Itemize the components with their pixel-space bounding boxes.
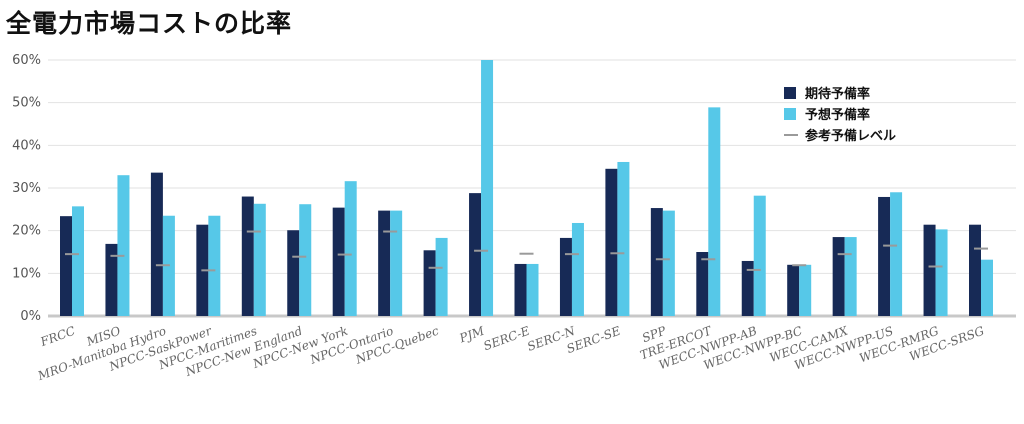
bar-expected-reserve (150, 172, 163, 316)
bar-forecast-reserve (708, 107, 721, 316)
legend-label: 参考予備レベル (805, 128, 896, 144)
bar-expected-reserve (832, 237, 845, 316)
bar-expected-reserve (923, 224, 936, 316)
bar-forecast-reserve (981, 259, 993, 316)
bar-forecast-reserve (571, 222, 584, 316)
bar-forecast-reserve (753, 195, 766, 316)
bar-forecast-reserve (435, 237, 448, 316)
bar-forecast-reserve (526, 263, 539, 316)
bar-expected-reserve (423, 250, 436, 316)
legend-swatch (784, 108, 796, 120)
y-tick-label: 10% (12, 266, 41, 281)
bar-expected-reserve (696, 252, 709, 316)
bar-forecast-reserve (799, 264, 812, 316)
bar-expected-reserve (60, 216, 72, 316)
chart-title: 全電力市場コストの比率 (6, 9, 293, 38)
legend-swatch (784, 87, 796, 99)
bar-expected-reserve (241, 196, 254, 316)
bar-expected-reserve (878, 196, 891, 316)
bar-expected-reserve (514, 263, 527, 316)
bar-expected-reserve (105, 243, 118, 316)
bar-expected-reserve (969, 224, 981, 316)
bar-expected-reserve (332, 207, 345, 316)
y-tick-label: 50% (12, 96, 41, 111)
bar-forecast-reserve (890, 192, 903, 316)
bar-forecast-reserve (117, 175, 130, 316)
bar-expected-reserve (559, 237, 572, 316)
bar-forecast-reserve (72, 206, 84, 316)
bar-expected-reserve (287, 230, 300, 316)
x-tick-label: FRCC (38, 324, 77, 350)
bar-expected-reserve (650, 208, 663, 316)
y-tick-label: 60% (12, 53, 41, 68)
legend-label: 期待予備率 (805, 86, 870, 102)
bar-forecast-reserve (390, 210, 403, 316)
bar-forecast-reserve (481, 60, 494, 316)
bar-forecast-reserve (208, 215, 221, 316)
y-tick-label: 20% (12, 224, 41, 239)
x-tick-label: SERC-E (482, 324, 532, 354)
bar-forecast-reserve (344, 181, 357, 316)
y-tick-label: 30% (12, 181, 41, 196)
legend-label: 予想予備率 (805, 107, 870, 123)
bar-expected-reserve (787, 264, 800, 316)
bar-forecast-reserve (617, 161, 630, 316)
bar-expected-reserve (605, 168, 618, 316)
bar-forecast-reserve (299, 204, 312, 316)
bar-forecast-reserve (844, 237, 857, 316)
bar-forecast-reserve (935, 229, 948, 316)
bar-forecast-reserve (253, 203, 266, 316)
y-tick-label: 0% (20, 309, 41, 324)
bar-expected-reserve (469, 193, 482, 316)
y-tick-label: 40% (12, 138, 41, 153)
bar-expected-reserve (741, 260, 754, 316)
bar-forecast-reserve (662, 210, 675, 316)
bar-expected-reserve (378, 210, 391, 316)
